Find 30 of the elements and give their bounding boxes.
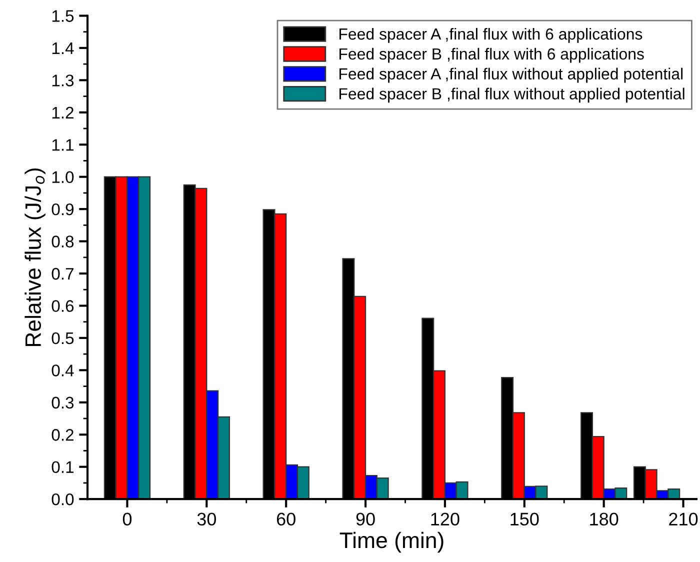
legend-label: Feed spacer A ,final flux without applied potential [339, 68, 683, 83]
y-tick-label: 1.4 [52, 42, 74, 54]
x-tick-label: 120 [431, 512, 460, 526]
x-tick-label: 0 [122, 512, 132, 526]
y-tick-label: 0.4 [52, 364, 74, 376]
y-tick-label: 1.3 [52, 74, 74, 86]
x-tick-label: 30 [197, 512, 216, 526]
y-tick-label: 0.8 [52, 236, 74, 248]
y-tick-label: 0.9 [52, 203, 74, 216]
y-tick-label: 0.0 [52, 493, 74, 506]
y-tick-label: 1.2 [52, 106, 74, 118]
x-tick-label: 180 [590, 512, 618, 526]
x-tick-label: 90 [356, 512, 375, 526]
legend-label: Feed spacer B ,final flux without applied potential [339, 88, 684, 103]
legend-label: Feed spacer B ,final flux with 6 applications [339, 48, 644, 63]
x-tick-label: 210 [669, 512, 698, 526]
x-tick-label: 150 [510, 512, 539, 526]
y-tick-label: 0.2 [52, 429, 74, 441]
y-tick-label: 0.1 [52, 461, 74, 474]
x-tick-label: 60 [276, 512, 296, 526]
y-tick-label: 0.5 [52, 332, 74, 344]
y-tick-label: 1.0 [52, 171, 74, 184]
y-tick-label: 0.6 [52, 300, 74, 312]
y-tick-label: 0.7 [52, 268, 74, 280]
x-axis-title: Time (min) [340, 532, 444, 553]
y-tick-label: 1.1 [52, 139, 74, 151]
y-tick-label: 0.3 [52, 396, 74, 409]
legend-label: Feed spacer A ,final flux with 6 applications [339, 28, 642, 43]
y-axis-title: Relative flux (J/J$_{o}$) [24, 168, 46, 346]
y-tick-label: 1.5 [52, 10, 74, 22]
